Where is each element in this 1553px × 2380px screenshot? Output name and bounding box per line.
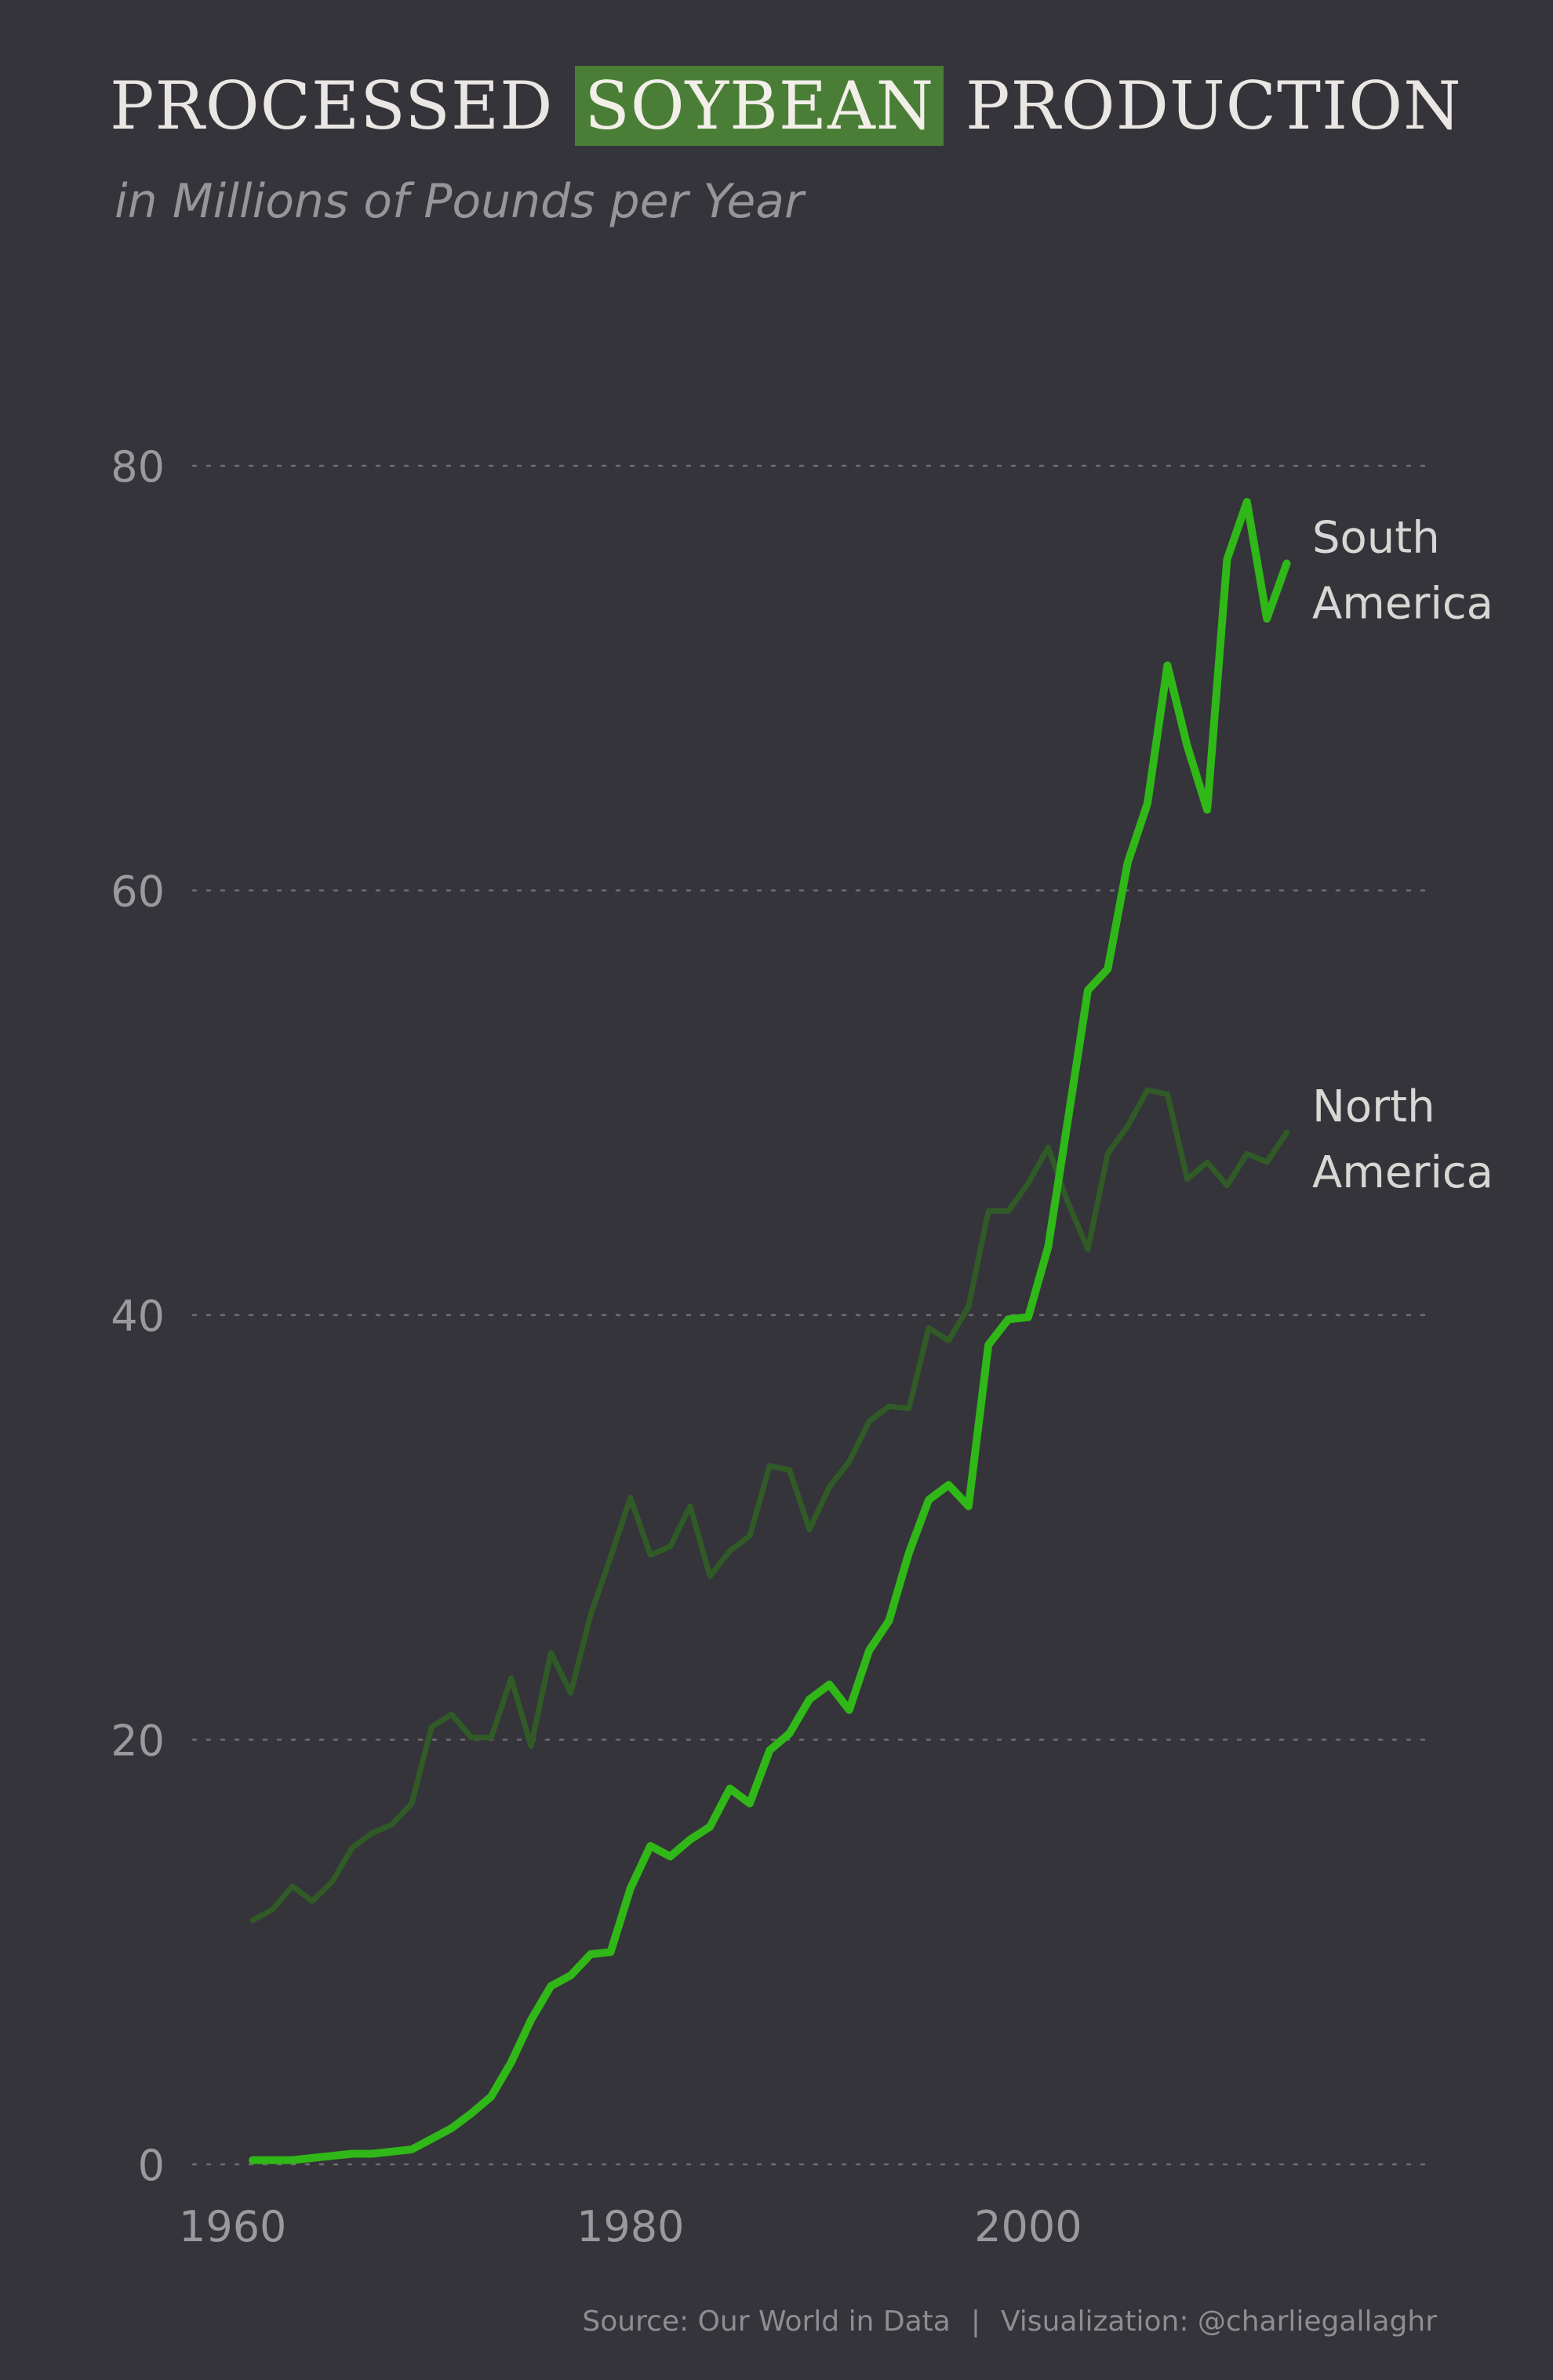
- x-tick-label-1960: 1960: [179, 2202, 286, 2251]
- series-label-line: South: [1312, 513, 1440, 564]
- y-tick-label-40: 40: [111, 1292, 165, 1341]
- series-label-line: North: [1312, 1081, 1435, 1132]
- series-line-south-america: [249, 498, 1291, 2164]
- y-tick-label-20: 20: [111, 1717, 165, 1766]
- footer-credit: Visualization: @charliegallaghr: [1000, 2306, 1437, 2338]
- series-label-line: America: [1312, 1147, 1493, 1198]
- footer-separator: |: [970, 2306, 980, 2338]
- chart-title: PROCESSED SOYBEAN PRODUCTION: [110, 66, 1462, 146]
- footer-source: Source: Our World in Data: [582, 2306, 951, 2338]
- series-labels: North America South America: [1312, 513, 1493, 1199]
- x-tick-label-2000: 2000: [974, 2202, 1082, 2251]
- y-axis-ticks: 0 20 40 60 80: [111, 442, 165, 2190]
- title-highlight: SOYBEAN: [575, 66, 944, 146]
- grid-lines: [191, 464, 1428, 2166]
- x-axis-ticks: 1960 1980 2000: [179, 2202, 1082, 2251]
- series-label-south-america: South America: [1312, 513, 1493, 630]
- chart-subtitle: in Millions of Pounds per Year: [115, 174, 804, 229]
- x-tick-label-1980: 1980: [576, 2202, 684, 2251]
- title-before: PROCESSED: [110, 67, 554, 144]
- series-line-north-america: [249, 1087, 1289, 1924]
- y-tick-label-60: 60: [111, 867, 165, 917]
- series-lines: [249, 498, 1291, 2164]
- y-tick-label-0: 0: [138, 2141, 165, 2190]
- series-label-line: America: [1312, 579, 1493, 630]
- title-after: PRODUCTION: [965, 67, 1462, 144]
- y-tick-label-80: 80: [111, 442, 165, 492]
- footer: Source: Our World in Data | Visualization:…: [582, 2306, 1437, 2338]
- series-label-north-america: North America: [1312, 1081, 1493, 1198]
